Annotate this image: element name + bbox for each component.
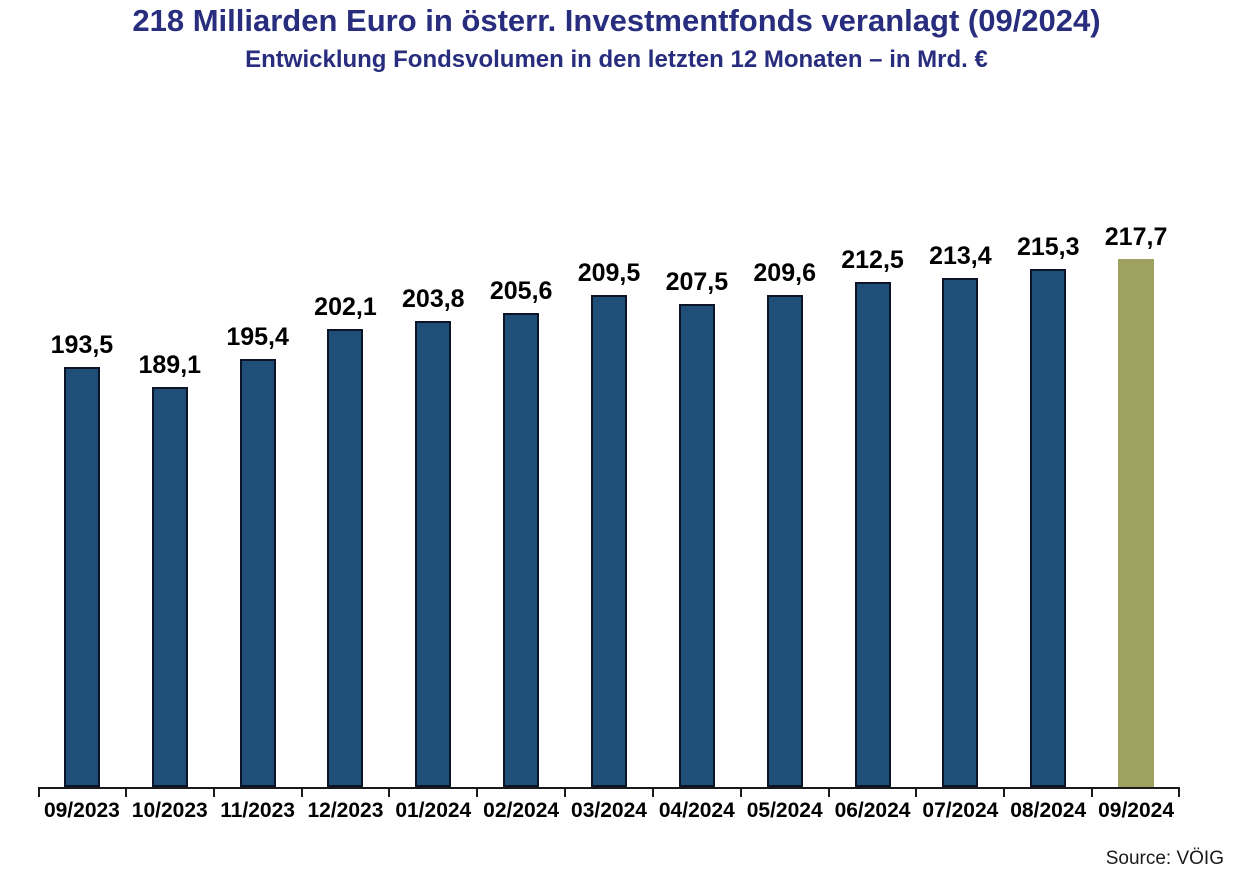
value-label: 193,5	[50, 331, 114, 360]
bar	[678, 304, 715, 787]
x-axis-tick	[388, 789, 391, 797]
value-label: 217,7	[1104, 222, 1168, 251]
bar-column: 205,6	[477, 277, 565, 787]
x-axis-tick	[212, 789, 215, 797]
x-axis-label: 06/2024	[834, 799, 911, 822]
x-axis-tick	[124, 789, 127, 797]
bar-column: 217,7	[1092, 222, 1180, 787]
x-axis-tick	[1091, 789, 1094, 797]
bar-highlight	[1118, 258, 1155, 787]
x-axis-tick	[827, 789, 830, 797]
bar	[415, 320, 452, 787]
bar	[151, 386, 188, 787]
bar-column: 193,5	[38, 331, 126, 787]
value-label: 209,5	[577, 259, 641, 288]
x-axis-tick	[1003, 789, 1006, 797]
plot-area: 193,5 189,1 195,4 202,1 203,8 205,6 209,5 207,5…	[38, 100, 1180, 787]
x-axis-label: 05/2024	[746, 799, 823, 822]
x-axis-tick	[38, 789, 40, 797]
x-axis-tick	[476, 789, 479, 797]
bar-column: 195,4	[214, 323, 302, 787]
bar-column: 215,3	[1004, 233, 1092, 787]
x-axis-label: 11/2023	[220, 799, 295, 822]
x-axis-tick	[915, 789, 918, 797]
x-axis-label: 09/2024	[1098, 799, 1175, 822]
x-axis-label: 08/2024	[1010, 799, 1087, 822]
x-axis-label: 12/2023	[307, 799, 384, 822]
chart-title: 218 Milliarden Euro in österr. Investmen…	[132, 3, 1101, 38]
x-axis-label: 10/2023	[131, 799, 208, 822]
x-axis-label: 03/2024	[571, 799, 647, 822]
x-axis-tick	[739, 789, 742, 797]
bar-column: 212,5	[829, 246, 917, 787]
x-axis	[38, 787, 1180, 797]
bar	[63, 367, 100, 787]
x-axis-label: 01/2024	[395, 799, 472, 822]
bar-column: 189,1	[126, 351, 214, 787]
value-label: 213,4	[929, 241, 992, 270]
value-label: 189,1	[138, 350, 202, 379]
value-label: 209,6	[753, 258, 816, 287]
bar-column: 213,4	[916, 242, 1004, 787]
x-axis-tick	[300, 789, 303, 797]
bar	[942, 277, 979, 787]
bar	[1030, 269, 1067, 787]
bar	[239, 358, 276, 787]
bar-column: 209,5	[565, 259, 653, 787]
x-axis-label: 07/2024	[922, 799, 999, 822]
value-label: 203,8	[402, 284, 465, 313]
x-axis-tick	[564, 789, 567, 797]
chart-subtitle: Entwicklung Fondsvolumen in den letzten …	[245, 46, 988, 73]
value-label: 202,1	[314, 292, 377, 321]
bar-column: 209,6	[741, 259, 829, 787]
bar	[327, 328, 364, 787]
value-label: 195,4	[226, 322, 289, 351]
x-axis-tick	[1178, 789, 1180, 797]
value-label: 212,5	[841, 245, 904, 274]
bar-column: 202,1	[302, 293, 390, 787]
value-label: 215,3	[1016, 233, 1080, 262]
x-axis-label: 09/2023	[43, 799, 120, 822]
bar	[503, 312, 540, 787]
x-axis-labels: 09/2023 10/2023 11/2023 12/2023 01/2024 02/20…	[38, 799, 1180, 825]
source-caption: Source: VÖIG	[1105, 848, 1224, 869]
bar-column: 207,5	[653, 268, 741, 787]
bar	[766, 294, 803, 787]
x-axis-label: 04/2024	[658, 799, 735, 822]
bar-column: 203,8	[389, 285, 477, 787]
value-label: 205,6	[489, 276, 553, 305]
x-axis-tick	[651, 789, 654, 797]
x-axis-label: 02/2024	[483, 799, 560, 822]
bar	[590, 295, 627, 787]
bar	[854, 281, 891, 787]
value-label: 207,5	[665, 268, 729, 297]
